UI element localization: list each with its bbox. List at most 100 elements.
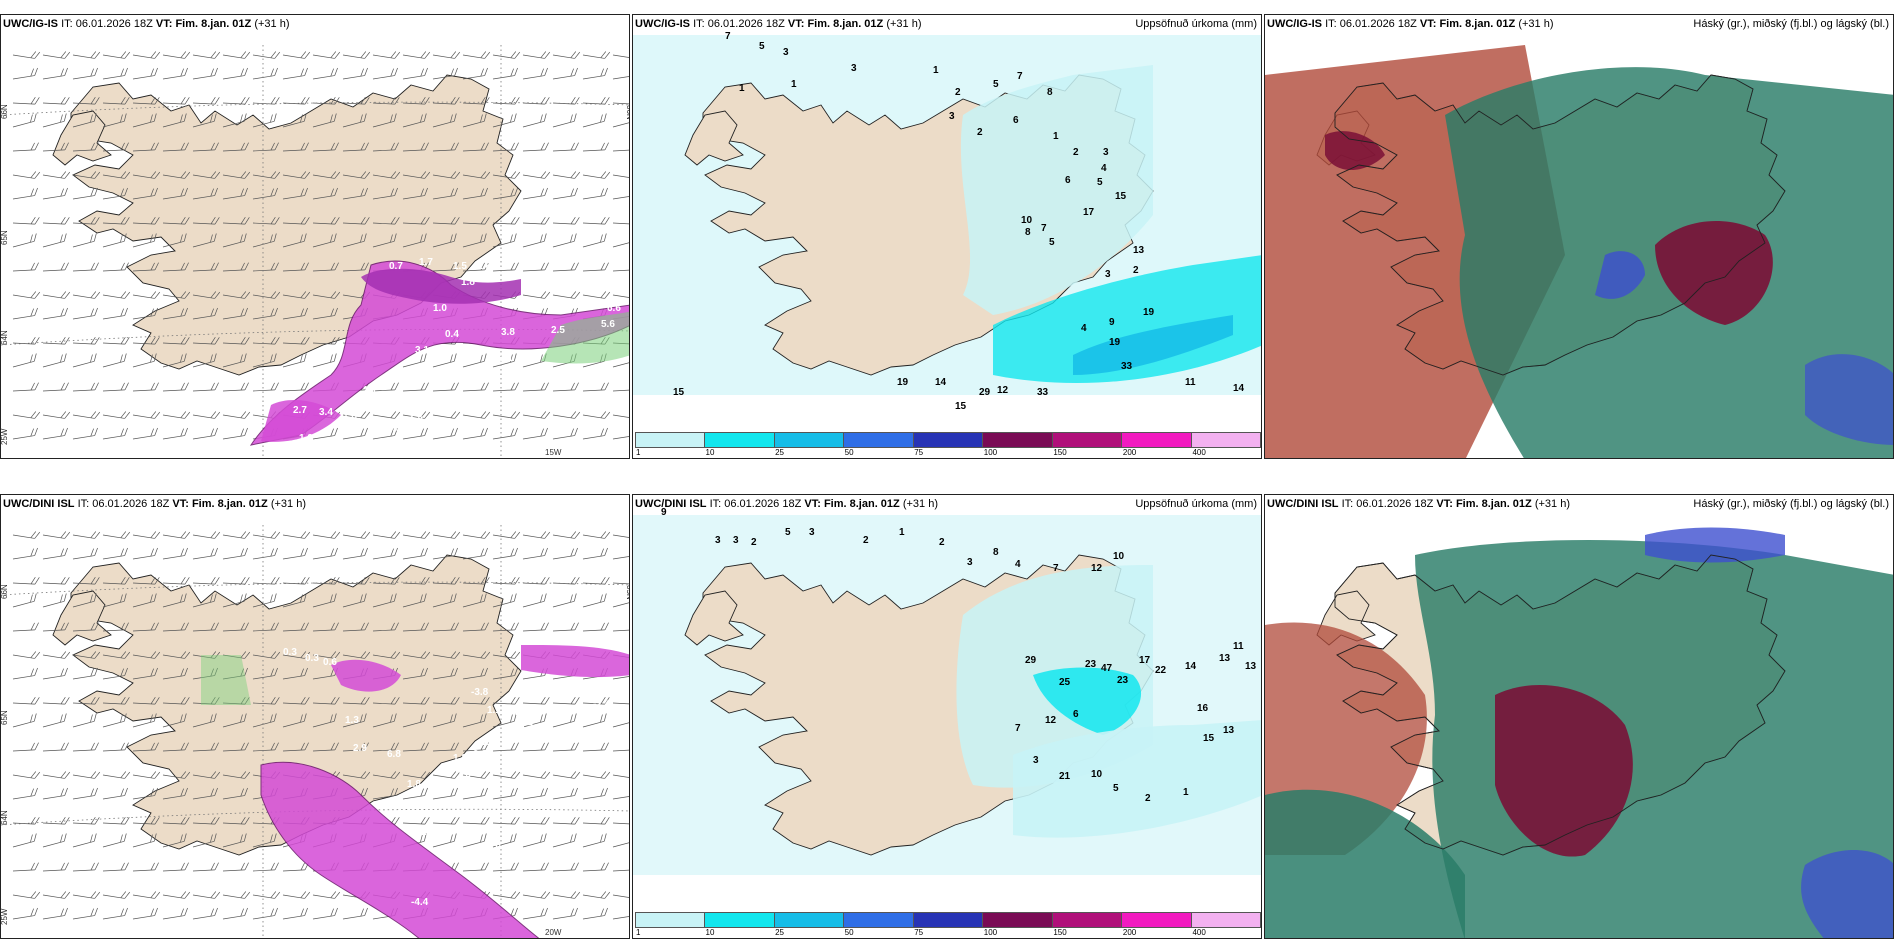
barb-shaft bbox=[402, 555, 425, 560]
it-label: IT: bbox=[693, 18, 705, 30]
barb-shaft bbox=[312, 75, 335, 80]
barb-flag bbox=[244, 742, 249, 751]
wind-barb bbox=[522, 771, 551, 779]
barb-flag bbox=[453, 593, 457, 602]
barb-flag bbox=[454, 622, 459, 631]
colorbar-cells bbox=[635, 432, 1261, 448]
barb-flag bbox=[154, 291, 161, 299]
barb-flag bbox=[124, 742, 129, 751]
barb-flag bbox=[30, 188, 34, 197]
wind-barb bbox=[192, 187, 218, 200]
barb-flag bbox=[570, 742, 575, 751]
value-label: 3 bbox=[851, 63, 857, 74]
barb-shaft bbox=[12, 269, 35, 272]
barb-flag bbox=[94, 787, 98, 796]
barb-flag bbox=[360, 171, 367, 179]
wind-barb bbox=[492, 171, 521, 179]
barb-flag bbox=[210, 291, 217, 299]
wind-barb bbox=[192, 576, 220, 585]
wind-barb bbox=[192, 547, 218, 560]
barb-flag bbox=[574, 142, 579, 151]
barb-flag bbox=[480, 262, 485, 271]
barb-flag bbox=[330, 336, 336, 345]
barb-flag bbox=[33, 113, 37, 122]
iceland-outline bbox=[1334, 74, 1786, 376]
barb-flag bbox=[180, 96, 186, 105]
barb-flag bbox=[274, 291, 281, 299]
wind-barb bbox=[492, 696, 520, 705]
barb-flag bbox=[304, 171, 311, 179]
barb-flag bbox=[154, 742, 159, 751]
coord-label: 15W bbox=[545, 448, 562, 457]
wind-barb bbox=[582, 891, 611, 899]
barb-flag bbox=[210, 114, 213, 123]
colorbar-tick: 400 bbox=[1192, 448, 1206, 457]
barb-flag bbox=[420, 171, 427, 179]
barb-shaft bbox=[552, 629, 575, 632]
barb-flag bbox=[34, 337, 40, 345]
wind-barb bbox=[402, 142, 429, 152]
wind-barb bbox=[252, 576, 280, 585]
barb-flag bbox=[180, 651, 187, 659]
barb-flag bbox=[210, 576, 216, 585]
wind-barb bbox=[612, 360, 629, 368]
barb-flag bbox=[424, 97, 430, 105]
barb-flag bbox=[30, 862, 35, 871]
coord-label: 25W bbox=[1, 428, 9, 445]
barb-flag bbox=[243, 233, 247, 242]
barb-shaft bbox=[612, 195, 629, 200]
wind-barb bbox=[312, 142, 339, 152]
barb-flag bbox=[574, 622, 579, 631]
barb-flag bbox=[574, 907, 578, 916]
wind-barb bbox=[42, 382, 69, 392]
wind-barb bbox=[42, 233, 67, 248]
barb-flag bbox=[90, 382, 95, 391]
barb-shaft bbox=[42, 720, 65, 728]
barb-flag bbox=[330, 51, 337, 59]
barb-flag bbox=[300, 382, 305, 391]
barb-flag bbox=[124, 547, 128, 556]
value-label: 4 bbox=[1081, 323, 1087, 334]
barb-flag bbox=[450, 788, 454, 797]
wind-barb bbox=[252, 336, 280, 345]
barb-flag bbox=[364, 427, 368, 436]
barb-flag bbox=[154, 817, 160, 825]
wind-barb bbox=[72, 547, 98, 560]
barb-flag bbox=[60, 336, 66, 345]
wind-barb bbox=[72, 67, 98, 80]
barb-flag bbox=[363, 593, 367, 602]
wind-barb bbox=[102, 771, 131, 779]
wind-barb bbox=[102, 411, 131, 419]
barb-shaft bbox=[612, 822, 629, 825]
barb-flag bbox=[420, 354, 423, 363]
barb-flag bbox=[390, 576, 396, 585]
barb-shaft bbox=[252, 75, 275, 80]
barb-shaft bbox=[12, 240, 35, 248]
barb-flag bbox=[330, 696, 336, 705]
barb-flag bbox=[364, 907, 368, 916]
barb-shaft bbox=[312, 360, 335, 368]
wind-barb bbox=[12, 742, 39, 752]
wind-barb bbox=[42, 833, 67, 848]
barb-flag bbox=[60, 651, 67, 659]
barb-flag bbox=[240, 696, 246, 705]
wind-barb bbox=[372, 51, 401, 59]
barb-flag bbox=[150, 216, 156, 225]
value-label: 1 bbox=[739, 83, 745, 94]
barb-shaft bbox=[72, 389, 95, 392]
barb-flag bbox=[274, 622, 279, 631]
wind-barb bbox=[132, 187, 158, 200]
barb-shaft bbox=[492, 389, 515, 392]
barb-flag bbox=[63, 233, 67, 242]
barb-shaft bbox=[72, 675, 95, 680]
wind-barb bbox=[222, 51, 251, 59]
barb-flag bbox=[180, 771, 187, 779]
barb-flag bbox=[303, 593, 307, 602]
wind-barb bbox=[492, 667, 518, 680]
barb-flag bbox=[154, 651, 161, 659]
barb-flag bbox=[120, 336, 126, 345]
barb-shaft bbox=[222, 75, 245, 80]
barb-flag bbox=[60, 234, 63, 243]
wind-barb bbox=[402, 593, 427, 608]
valid-time: Fim. 8.jan. 01Z bbox=[823, 498, 900, 510]
